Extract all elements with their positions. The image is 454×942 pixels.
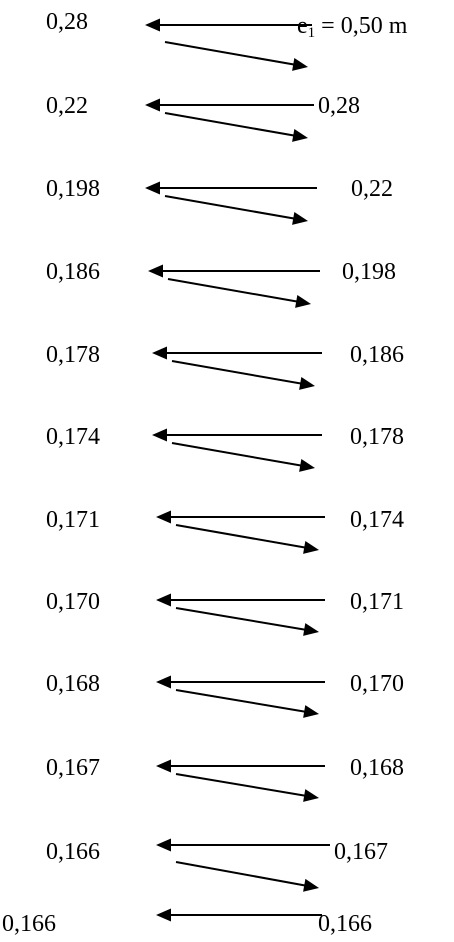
return-arrowhead-9 — [156, 759, 171, 773]
right-value-7: 0,171 — [350, 589, 404, 615]
initial-value-symbol: e — [297, 13, 308, 39]
feed-arrow-line-0 — [164, 41, 299, 67]
right-value-9: 0,168 — [350, 755, 404, 781]
feed-arrow-line-9 — [175, 773, 310, 798]
right-value-8: 0,170 — [350, 671, 404, 697]
right-value-5: 0,178 — [350, 424, 404, 450]
feed-arrow-line-6 — [175, 524, 310, 550]
return-arrowhead-1 — [145, 98, 160, 112]
left-value-3: 0,186 — [46, 259, 100, 285]
left-value-1: 0,22 — [46, 93, 88, 119]
initial-value-label: e1 = 0,50 m — [297, 13, 408, 41]
feed-arrowhead-8 — [303, 705, 319, 718]
return-arrowhead-3 — [148, 264, 163, 278]
feed-arrow-line-3 — [167, 278, 302, 304]
feed-arrowhead-6 — [303, 541, 319, 554]
return-arrowhead-2 — [145, 181, 160, 195]
return-arrowhead-10 — [156, 838, 171, 852]
left-value-2: 0,198 — [46, 176, 100, 202]
right-value-2: 0,22 — [351, 176, 393, 202]
left-value-8: 0,168 — [46, 671, 100, 697]
return-arrowhead-8 — [156, 675, 171, 689]
feed-arrowhead-5 — [299, 459, 315, 472]
left-value-11: 0,166 — [2, 911, 56, 937]
feed-arrowhead-1 — [292, 129, 308, 142]
right-value-6: 0,174 — [350, 507, 404, 533]
feed-arrowhead-7 — [303, 623, 319, 636]
feed-arrowhead-9 — [303, 789, 319, 802]
feed-arrowhead-4 — [299, 377, 315, 390]
feed-arrow-line-5 — [171, 442, 306, 468]
left-value-6: 0,171 — [46, 507, 100, 533]
feed-arrow-line-2 — [164, 195, 299, 221]
feed-arrowhead-10 — [303, 878, 319, 892]
feed-arrow-line-1 — [164, 112, 299, 138]
right-value-10: 0,167 — [334, 839, 388, 865]
right-value-1: 0,28 — [318, 93, 360, 119]
initial-value-text: = 0,50 m — [315, 13, 408, 39]
return-arrowhead-4 — [152, 346, 167, 360]
right-value-11: 0,166 — [318, 911, 372, 937]
left-value-7: 0,170 — [46, 589, 100, 615]
initial-value-subscript: 1 — [307, 25, 316, 41]
feed-arrowhead-3 — [295, 295, 311, 308]
left-value-5: 0,174 — [46, 424, 100, 450]
right-value-4: 0,186 — [350, 342, 404, 368]
return-arrowhead-11 — [156, 908, 171, 922]
feed-arrow-line-4 — [171, 360, 306, 386]
feed-arrow-line-10 — [175, 861, 310, 888]
return-arrowhead-0 — [145, 18, 160, 32]
feed-arrow-line-7 — [175, 607, 310, 632]
left-value-0: 0,28 — [46, 9, 88, 35]
feed-arrowhead-2 — [292, 212, 308, 225]
right-value-3: 0,198 — [342, 259, 396, 285]
left-value-9: 0,167 — [46, 755, 100, 781]
return-arrowhead-7 — [156, 593, 171, 607]
left-value-10: 0,166 — [46, 839, 100, 865]
return-arrowhead-6 — [156, 510, 171, 524]
left-value-4: 0,178 — [46, 342, 100, 368]
return-arrowhead-5 — [152, 428, 167, 442]
feed-arrowhead-0 — [292, 58, 308, 71]
feed-arrow-line-8 — [175, 689, 310, 714]
